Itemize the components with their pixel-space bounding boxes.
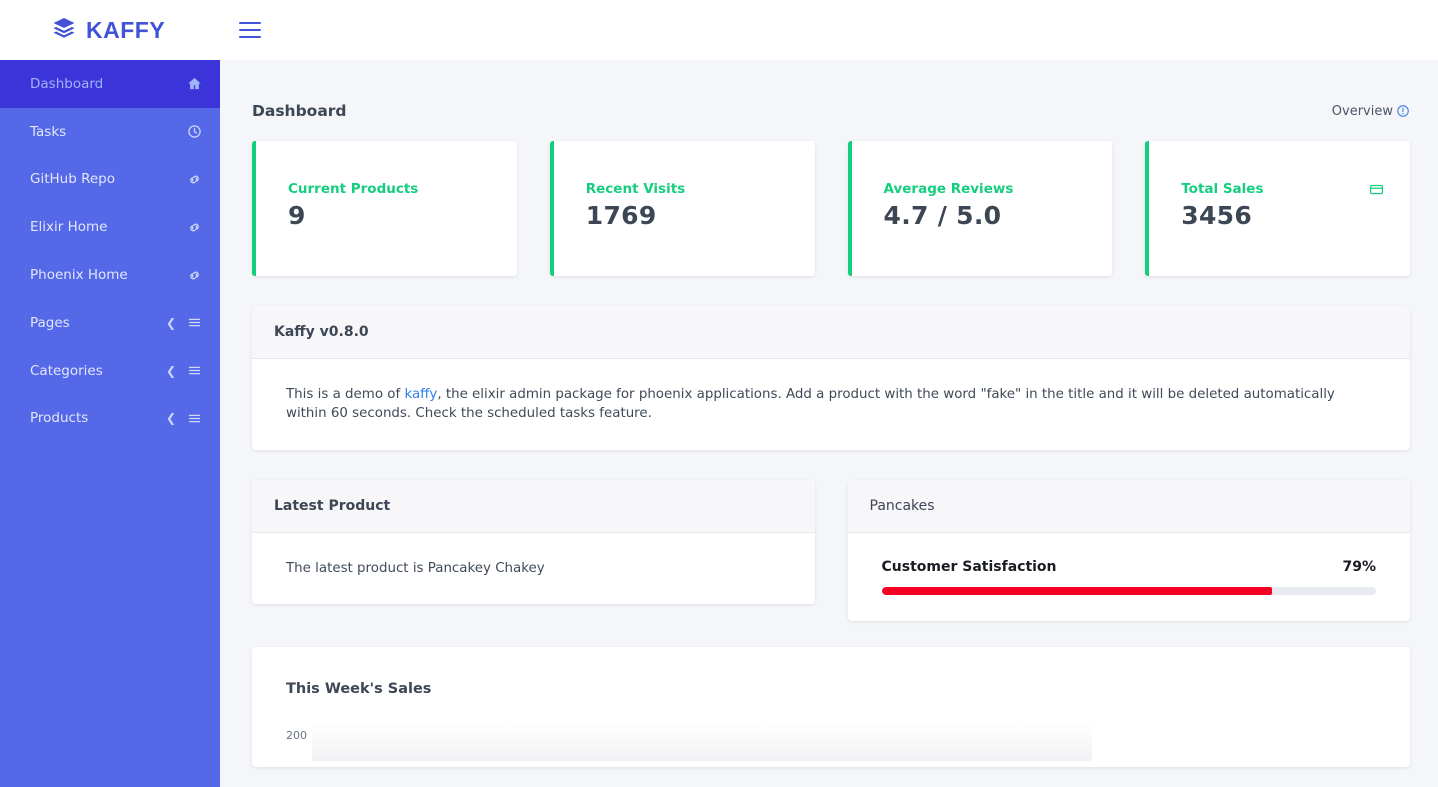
progress-bar-track bbox=[881, 586, 1376, 595]
sidebar-item-products[interactable]: Products ❮ bbox=[0, 395, 220, 443]
version-panel-title: Kaffy v0.8.0 bbox=[252, 306, 1410, 359]
latest-product-text: The latest product is Pancakey Chakey bbox=[286, 560, 545, 576]
brand-text: KAFFY bbox=[86, 16, 166, 43]
stat-card-header: Recent Visits bbox=[586, 181, 789, 197]
page-header: Dashboard Overview bbox=[220, 60, 1438, 120]
progress-label: Customer Satisfaction bbox=[881, 558, 1057, 575]
sidebar-item-icons: ❮ bbox=[166, 411, 202, 426]
link-icon bbox=[190, 223, 199, 232]
progress-bar-fill bbox=[881, 586, 1273, 595]
hamburger-bar bbox=[239, 36, 262, 38]
progress-header: Customer Satisfaction 79% bbox=[882, 559, 1377, 575]
sidebar-item-label: Pages bbox=[30, 314, 70, 331]
pancakes-title: Pancakes bbox=[847, 479, 1410, 533]
stat-label: Average Reviews bbox=[883, 181, 1014, 197]
home-icon bbox=[188, 78, 201, 90]
stat-value: 3456 bbox=[1181, 201, 1253, 230]
sidebar-item-tasks[interactable]: Tasks bbox=[0, 108, 220, 156]
pancakes-column: Pancakes Customer Satisfaction 79% bbox=[847, 479, 1411, 621]
latest-product-title: Latest Product bbox=[252, 479, 815, 533]
sidebar-item-elixir-home[interactable]: Elixir Home bbox=[0, 203, 220, 251]
sidebar: Dashboard Tasks GitHub Repo Elixir Home … bbox=[0, 60, 220, 787]
stat-card-average-reviews[interactable]: Average Reviews 4.7 / 5.0 bbox=[847, 141, 1113, 276]
stat-card-header: Total Sales bbox=[1181, 181, 1384, 197]
stat-value: 4.7 / 5.0 bbox=[883, 201, 1002, 230]
page-title: Dashboard bbox=[252, 102, 347, 120]
hamburger-icon[interactable] bbox=[239, 22, 262, 38]
stat-card-header: Average Reviews bbox=[884, 181, 1087, 197]
brand-logo-link[interactable]: KAFFY bbox=[52, 16, 165, 44]
sidebar-item-label: Products bbox=[30, 410, 89, 427]
latest-product-panel: Latest Product The latest product is Pan… bbox=[252, 479, 815, 605]
stat-card-total-sales[interactable]: Total Sales 3456 bbox=[1145, 141, 1410, 276]
layers-icon bbox=[52, 16, 76, 44]
overview-toggle[interactable]: Overview bbox=[1332, 104, 1410, 119]
stat-value: 9 bbox=[288, 201, 306, 230]
chart-plot-area bbox=[312, 720, 1092, 761]
clock-icon bbox=[188, 125, 201, 138]
sidebar-item-phoenix-home[interactable]: Phoenix Home bbox=[0, 251, 220, 299]
latest-product-body: The latest product is Pancakey Chakey bbox=[252, 533, 815, 604]
weekly-sales-chart: 200 bbox=[286, 711, 1376, 767]
sidebar-item-pages[interactable]: Pages ❮ bbox=[0, 299, 220, 347]
stat-card-row: Current Products 9 Recent Visits 1769 Av… bbox=[220, 120, 1438, 276]
pancakes-body: Customer Satisfaction 79% bbox=[848, 533, 1411, 621]
sidebar-item-icons bbox=[187, 268, 202, 283]
sidebar-item-icons bbox=[187, 124, 202, 139]
weekly-sales-panel: This Week's Sales 200 bbox=[252, 646, 1410, 767]
list-icon bbox=[188, 366, 201, 375]
stat-card-current-products[interactable]: Current Products 9 bbox=[252, 141, 517, 276]
sidebar-item-label: Elixir Home bbox=[30, 219, 108, 236]
latest-product-column: Latest Product The latest product is Pan… bbox=[252, 479, 815, 621]
sidebar-item-icons: ❮ bbox=[166, 363, 202, 378]
top-bar: KAFFY bbox=[0, 0, 1438, 60]
sidebar-item-label: Tasks bbox=[30, 123, 67, 140]
weekly-sales-title: This Week's Sales bbox=[286, 680, 432, 697]
sidebar-item-label: GitHub Repo bbox=[30, 171, 115, 188]
link-icon bbox=[190, 175, 199, 184]
stat-card-header: Current Products bbox=[288, 181, 491, 197]
version-panel: Kaffy v0.8.0 This is a demo of kaffy, th… bbox=[252, 306, 1410, 450]
sidebar-item-label: Dashboard bbox=[30, 75, 104, 92]
version-text-before: This is a demo of bbox=[286, 387, 405, 402]
chevron-left-icon[interactable]: ❮ bbox=[165, 363, 176, 378]
sidebar-item-icons bbox=[187, 220, 202, 235]
stat-value: 1769 bbox=[585, 201, 657, 230]
credit-card-icon bbox=[1369, 184, 1384, 194]
sidebar-item-label: Phoenix Home bbox=[30, 267, 128, 284]
exclamation-circle-icon bbox=[1397, 105, 1409, 117]
main-content: Dashboard Overview Current Products 9 Re… bbox=[220, 60, 1438, 787]
sidebar-item-icons bbox=[187, 76, 202, 91]
version-panel-body: This is a demo of kaffy, the elixir admi… bbox=[252, 359, 1410, 450]
sidebar-item-icons bbox=[187, 172, 202, 187]
stat-label: Current Products bbox=[288, 181, 419, 197]
hamburger-bar bbox=[239, 22, 262, 24]
chart-y-tick-label: 200 bbox=[286, 728, 307, 742]
sidebar-item-dashboard[interactable]: Dashboard bbox=[0, 60, 220, 108]
version-text-after: , the elixir admin package for phoenix a… bbox=[286, 387, 1335, 422]
sidebar-item-icons: ❮ bbox=[166, 315, 202, 330]
sidebar-item-label: Categories bbox=[30, 362, 103, 379]
version-panel-text: This is a demo of kaffy, the elixir admi… bbox=[286, 385, 1376, 424]
stat-card-recent-visits[interactable]: Recent Visits 1769 bbox=[549, 141, 815, 276]
stat-label: Total Sales bbox=[1181, 181, 1264, 197]
list-icon bbox=[188, 414, 201, 423]
pancakes-panel: Pancakes Customer Satisfaction 79% bbox=[847, 479, 1411, 621]
chevron-left-icon[interactable]: ❮ bbox=[165, 411, 176, 426]
progress-percent: 79% bbox=[1342, 558, 1376, 575]
chevron-left-icon[interactable]: ❮ bbox=[165, 315, 176, 330]
sidebar-item-github-repo[interactable]: GitHub Repo bbox=[0, 156, 220, 204]
version-panel-row: Kaffy v0.8.0 This is a demo of kaffy, th… bbox=[220, 276, 1438, 450]
hamburger-bar bbox=[239, 29, 262, 31]
two-column-row: Latest Product The latest product is Pan… bbox=[220, 450, 1438, 621]
overview-label: Overview bbox=[1331, 103, 1393, 119]
sidebar-item-categories[interactable]: Categories ❮ bbox=[0, 347, 220, 395]
stat-label: Recent Visits bbox=[585, 181, 686, 197]
link-icon bbox=[190, 271, 199, 279]
kaffy-link[interactable]: kaffy bbox=[404, 387, 438, 402]
list-icon bbox=[188, 319, 201, 327]
